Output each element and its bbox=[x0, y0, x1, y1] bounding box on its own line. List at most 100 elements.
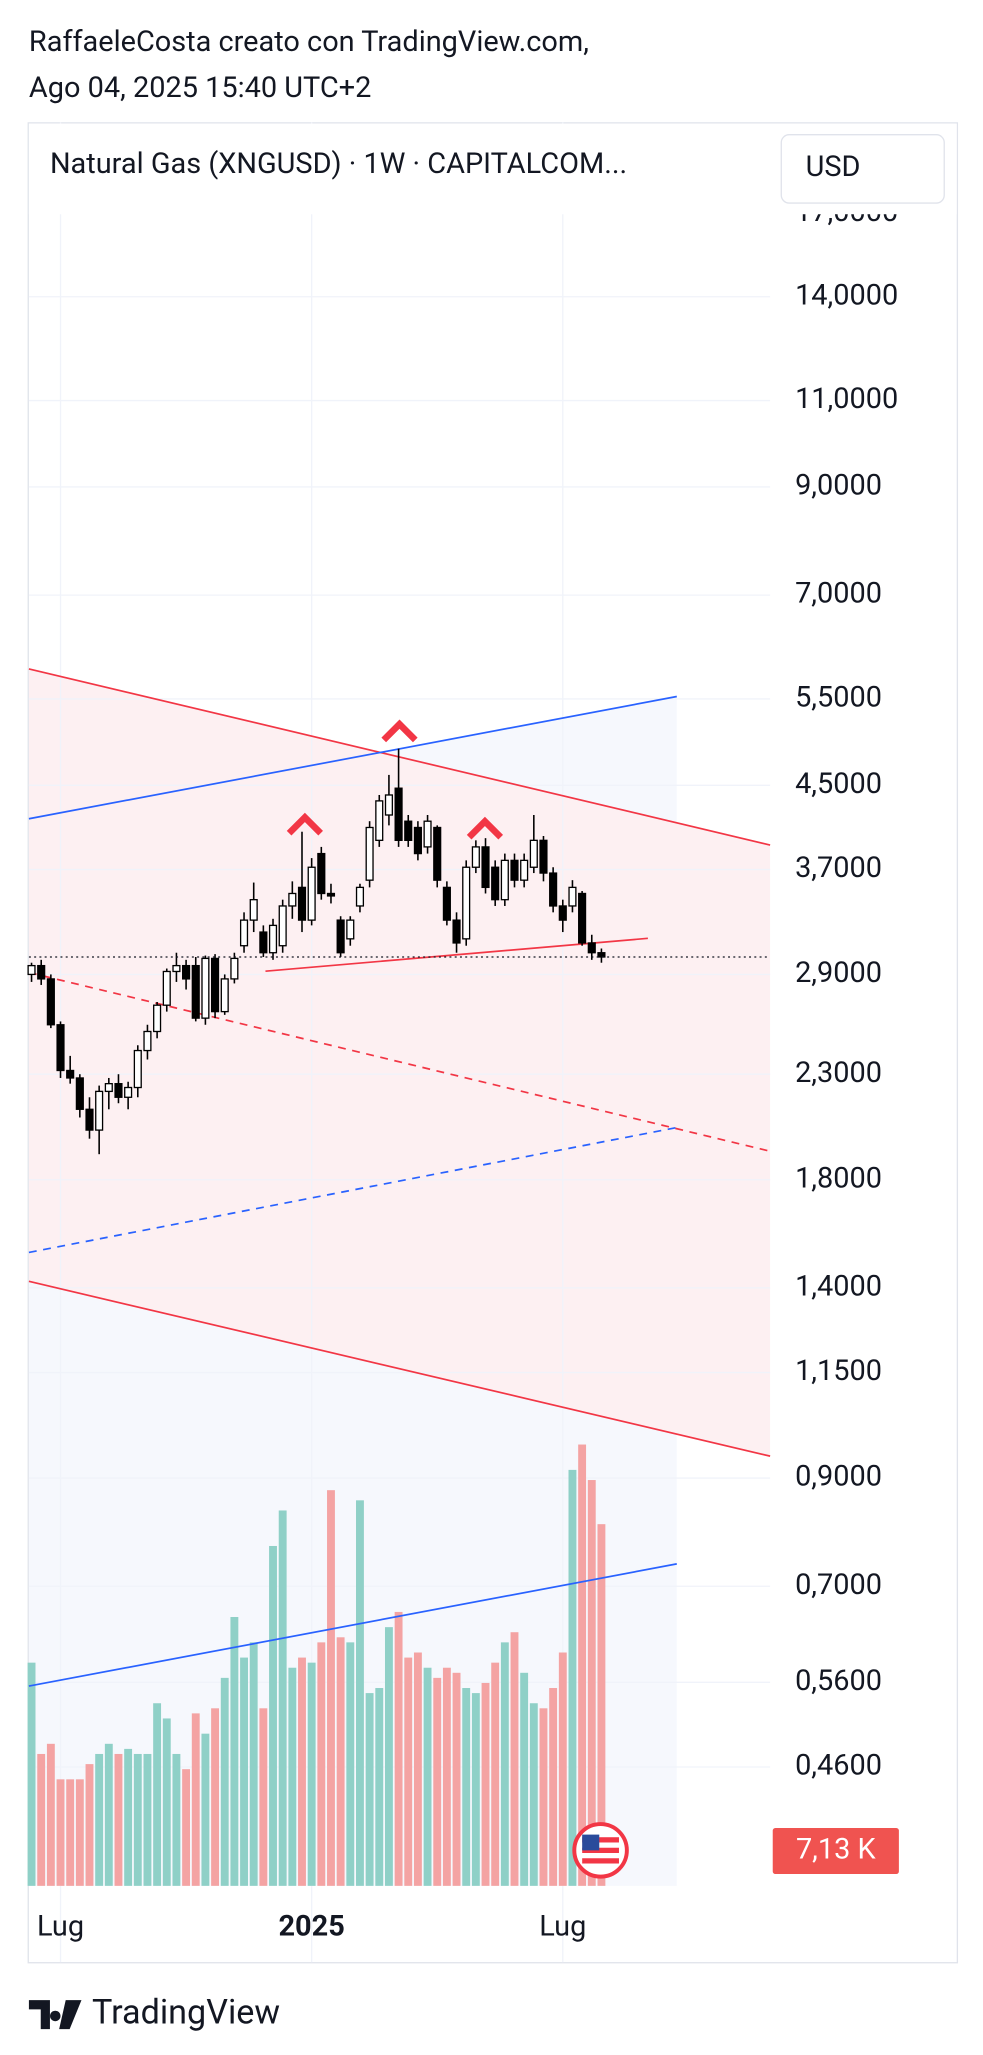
candle-body bbox=[27, 964, 36, 976]
x-tick-label: Lug bbox=[539, 1910, 586, 1944]
chart-title: Natural Gas (XNGUSD) · 1W · CAPITALCOM..… bbox=[50, 147, 627, 181]
candle-body bbox=[520, 859, 529, 881]
candle-body bbox=[500, 859, 509, 901]
volume-bar bbox=[317, 1642, 326, 1886]
candle-body bbox=[143, 1030, 152, 1052]
y-tick-label: 0,4600 bbox=[795, 1749, 882, 1783]
candle-body bbox=[46, 978, 55, 1026]
candle-body bbox=[95, 1090, 104, 1131]
volume-bar bbox=[211, 1708, 220, 1886]
volume-bar bbox=[597, 1524, 606, 1886]
candle-body bbox=[230, 957, 239, 980]
candle-body bbox=[346, 919, 355, 940]
volume-bar bbox=[423, 1667, 432, 1886]
candle-body bbox=[210, 957, 220, 1013]
candle-body bbox=[597, 952, 606, 958]
candle-body bbox=[384, 794, 394, 816]
candle-body bbox=[307, 866, 316, 921]
candle-body bbox=[37, 964, 46, 980]
y-tick-label: 7,0000 bbox=[795, 577, 882, 611]
candle-body bbox=[375, 800, 384, 841]
volume-bar bbox=[356, 1500, 364, 1886]
candle-body bbox=[558, 905, 567, 921]
volume-bar bbox=[327, 1490, 335, 1886]
candle-body bbox=[56, 1024, 65, 1072]
x-tick-label: Lug bbox=[37, 1910, 84, 1944]
candle-body bbox=[423, 820, 432, 848]
candle-body bbox=[104, 1083, 113, 1093]
candle-body bbox=[539, 839, 548, 874]
brand: TradingView bbox=[28, 1993, 280, 2033]
volume-bar bbox=[462, 1688, 471, 1886]
volume-bar bbox=[491, 1662, 500, 1886]
y-tick-label: 4,5000 bbox=[795, 767, 882, 801]
candle-body bbox=[66, 1069, 75, 1079]
shoulder-marker bbox=[286, 812, 323, 836]
volume-bar bbox=[510, 1632, 519, 1886]
brand-logo bbox=[28, 2000, 82, 2030]
volume-bar bbox=[95, 1753, 104, 1886]
candle-body bbox=[288, 892, 297, 907]
candle-body bbox=[413, 826, 422, 855]
candle-body bbox=[471, 846, 480, 868]
volume-bar bbox=[336, 1637, 345, 1886]
volume-bar bbox=[249, 1642, 258, 1886]
candle-body bbox=[452, 919, 461, 944]
volume-bar bbox=[471, 1693, 480, 1886]
volume-bar bbox=[191, 1713, 200, 1886]
candle-body bbox=[336, 919, 345, 954]
brand-name: TradingView bbox=[92, 1993, 280, 2033]
x-tick-label: 2025 bbox=[278, 1910, 344, 1944]
candle-body bbox=[153, 1004, 162, 1033]
candle-body bbox=[394, 787, 403, 841]
volume-label: 7,13 K bbox=[796, 1833, 877, 1867]
candle-body bbox=[124, 1086, 133, 1098]
volume-bar bbox=[539, 1708, 548, 1886]
volume-bar bbox=[578, 1444, 587, 1886]
volume-bar bbox=[413, 1652, 422, 1886]
y-tick-label: 9,0000 bbox=[795, 469, 882, 503]
y-tick-label: 0,7000 bbox=[795, 1568, 882, 1602]
candle-body bbox=[317, 852, 326, 895]
volume-bar bbox=[520, 1672, 529, 1886]
volume-bar bbox=[230, 1616, 239, 1886]
volume-bar bbox=[529, 1703, 538, 1886]
flag-icon bbox=[572, 1822, 629, 1879]
currency[interactable]: USD bbox=[806, 150, 861, 184]
volume-bar bbox=[568, 1469, 577, 1886]
candle-body bbox=[268, 924, 278, 954]
date-line: Ago 04, 2025 15:40 UTC+2 bbox=[29, 71, 371, 105]
volume-bar bbox=[104, 1743, 113, 1886]
grid bbox=[28, 122, 771, 1963]
volume-bar bbox=[172, 1753, 181, 1886]
volume-bar bbox=[162, 1718, 171, 1886]
volume-bar bbox=[133, 1753, 142, 1886]
volume-bar bbox=[75, 1779, 84, 1886]
candle-body bbox=[191, 964, 200, 1019]
volume bbox=[27, 1444, 606, 1886]
candle-body bbox=[201, 957, 210, 1019]
candle-body bbox=[568, 886, 577, 907]
red-channel-mid bbox=[28, 971, 771, 1153]
candle-body bbox=[326, 892, 336, 897]
head-marker bbox=[381, 719, 418, 743]
y-tick-label: 2,9000 bbox=[795, 956, 882, 990]
volume-bar bbox=[46, 1743, 55, 1886]
red-channel-top bbox=[28, 668, 771, 846]
currency-box[interactable] bbox=[780, 134, 945, 204]
volume-bar bbox=[153, 1703, 162, 1886]
candle-body bbox=[220, 978, 229, 1013]
volume-bar bbox=[346, 1642, 355, 1886]
y-tick-label: 2,3000 bbox=[795, 1056, 882, 1090]
candles bbox=[27, 748, 771, 1155]
candle-body bbox=[133, 1049, 142, 1089]
volume-bar bbox=[375, 1688, 384, 1886]
volume-bar bbox=[182, 1769, 191, 1886]
volume-bar bbox=[481, 1682, 490, 1886]
volume-bar bbox=[452, 1672, 461, 1886]
volume-bar bbox=[269, 1545, 277, 1886]
volume-bar bbox=[404, 1657, 413, 1886]
candle-body bbox=[239, 919, 249, 947]
